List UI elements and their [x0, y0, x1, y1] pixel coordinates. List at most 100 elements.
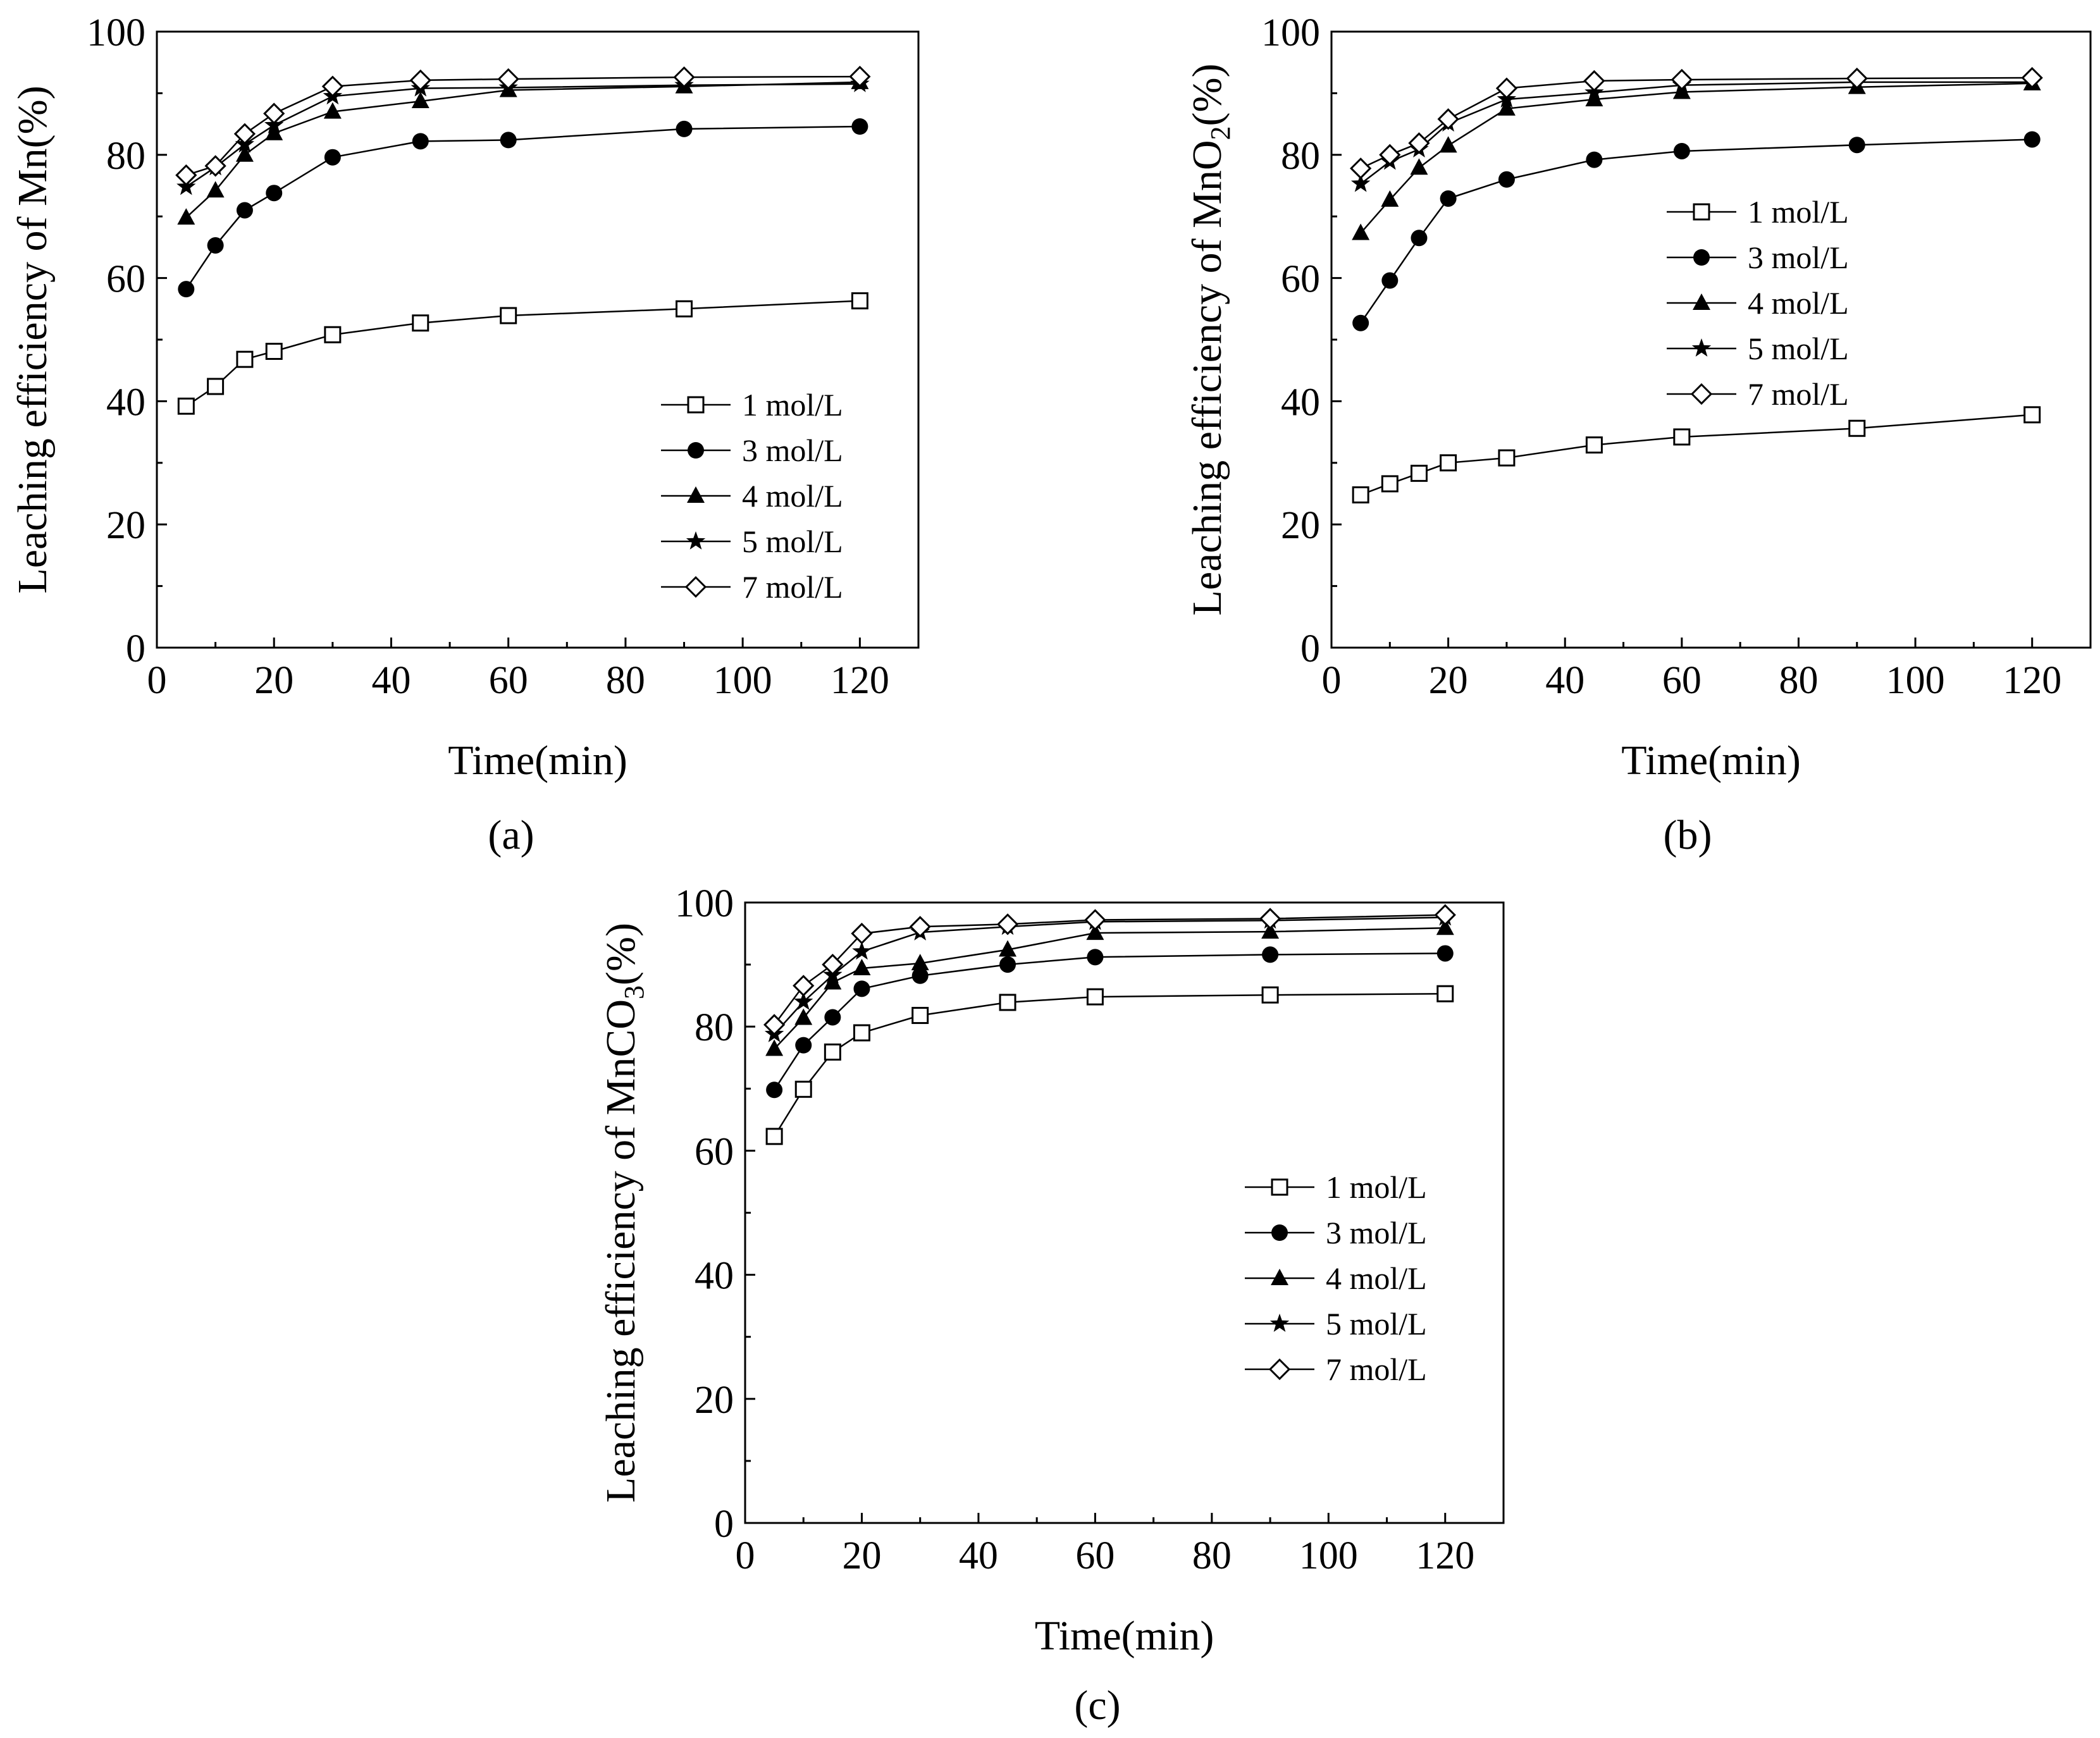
legend-marker — [687, 486, 705, 503]
data-point — [1259, 908, 1282, 930]
data-point — [175, 164, 197, 187]
data-point — [1673, 428, 1691, 446]
data-point — [1261, 986, 1279, 1004]
y-tick-label: 40 — [695, 1255, 734, 1298]
data-point — [1379, 144, 1401, 166]
data-point — [853, 958, 871, 975]
series-line — [774, 927, 1445, 1050]
y-tick-label: 60 — [106, 258, 145, 301]
data-point — [852, 941, 872, 960]
y-axis-label-main: Leaching efficiency of MnO — [1184, 140, 1230, 615]
y-axis-label-unit: (%) — [9, 85, 56, 148]
data-point — [1350, 157, 1372, 180]
data-point — [909, 916, 931, 938]
legend-marker — [684, 576, 707, 598]
data-point — [1436, 945, 1454, 962]
data-point — [1495, 77, 1518, 99]
data-point — [233, 123, 256, 145]
y-tick-label: 20 — [1281, 504, 1320, 547]
y-axis-label-unit: (%) — [1184, 64, 1230, 126]
data-point — [1084, 909, 1106, 931]
data-point — [1262, 946, 1279, 963]
series-5-mol-l — [176, 73, 870, 195]
series-line — [185, 83, 860, 188]
y-tick-label: 20 — [695, 1379, 734, 1422]
data-point — [263, 102, 285, 125]
y-tick-label: 0 — [126, 627, 145, 670]
x-axis-label: Time(min) — [1621, 737, 1801, 784]
x-tick-label: 80 — [606, 659, 645, 702]
data-point — [1261, 922, 1280, 939]
legend-marker — [1691, 338, 1712, 357]
data-point — [676, 300, 693, 317]
legend-label: 1 mol/L — [1326, 1169, 1427, 1205]
data-point — [1352, 314, 1369, 331]
data-point — [853, 980, 870, 997]
legend-label: 7 mol/L — [742, 569, 843, 605]
panel-a: 0 20 40 60 80 100 120 0 20 40 60 80 100 Time(min) Leac… — [9, 11, 920, 784]
data-point — [1440, 454, 1457, 472]
series-3-mol-l — [1352, 131, 2041, 331]
data-point — [999, 994, 1016, 1011]
legend-label: 5 mol/L — [1326, 1306, 1427, 1341]
x-tick-label: 120 — [831, 659, 889, 702]
data-point — [1352, 223, 1370, 240]
data-point — [1672, 82, 1691, 99]
data-point — [911, 1007, 929, 1025]
data-point — [1410, 464, 1428, 482]
y-tick-label: 100 — [1261, 11, 1320, 54]
data-point — [204, 155, 226, 177]
data-point — [1086, 923, 1104, 940]
data-point — [1586, 151, 1603, 168]
data-point — [323, 102, 342, 119]
x-tick-label: 0 — [1322, 659, 1342, 702]
y-tick-label: 80 — [695, 1006, 734, 1049]
data-point — [1498, 449, 1516, 467]
data-point — [177, 397, 195, 415]
data-point — [412, 133, 429, 150]
data-point — [763, 1014, 786, 1036]
legend-marker — [1271, 1224, 1288, 1241]
data-point — [1350, 173, 1371, 192]
data-point — [794, 1008, 813, 1025]
panel-c: 0 20 40 60 80 100 120 0 20 40 60 80 100 Time(min) Leac… — [598, 882, 1505, 1659]
data-point — [1434, 904, 1456, 926]
y-axis-label: Leaching efficiency of MnO2(%) — [1184, 64, 1236, 616]
data-point — [265, 123, 283, 140]
data-point — [999, 956, 1016, 973]
data-point — [2021, 66, 2043, 89]
y-axis-label-subscript: 2 — [1205, 126, 1236, 140]
data-point — [206, 181, 225, 198]
data-point — [321, 75, 343, 97]
y-axis-label-main: Leaching efficiency of Mn — [9, 148, 56, 593]
x-tick-label: 20 — [842, 1534, 881, 1577]
data-point — [1436, 918, 1454, 935]
y-tick-label: 80 — [106, 135, 145, 178]
legend-marker — [1693, 203, 1710, 221]
data-point — [177, 208, 195, 225]
data-point — [1673, 142, 1690, 159]
data-point — [1846, 67, 1868, 90]
y-tick-label: 80 — [1281, 135, 1320, 178]
legend-label: 5 mol/L — [742, 524, 843, 559]
data-point — [2023, 406, 2041, 424]
data-point — [1497, 99, 1516, 116]
legend-marker — [1693, 293, 1710, 310]
x-tick-label: 100 — [1299, 1534, 1358, 1577]
series-7-mol-l — [175, 65, 871, 187]
series-7-mol-l — [1350, 66, 2043, 180]
x-tick-label: 40 — [371, 659, 411, 702]
legend-label: 4 mol/L — [1748, 285, 1849, 321]
data-point — [1410, 158, 1428, 175]
legend-marker — [1268, 1358, 1291, 1381]
data-point — [500, 132, 517, 149]
data-point — [849, 65, 871, 88]
x-axis-label: Time(min) — [448, 737, 627, 784]
data-point — [795, 1037, 812, 1054]
data-point — [1381, 475, 1399, 493]
data-point — [412, 314, 429, 332]
data-point — [824, 973, 842, 990]
panel-label-a: (a) — [488, 812, 534, 858]
legend-label: 7 mol/L — [1748, 376, 1849, 412]
series-1-mol-l — [1352, 406, 2041, 503]
